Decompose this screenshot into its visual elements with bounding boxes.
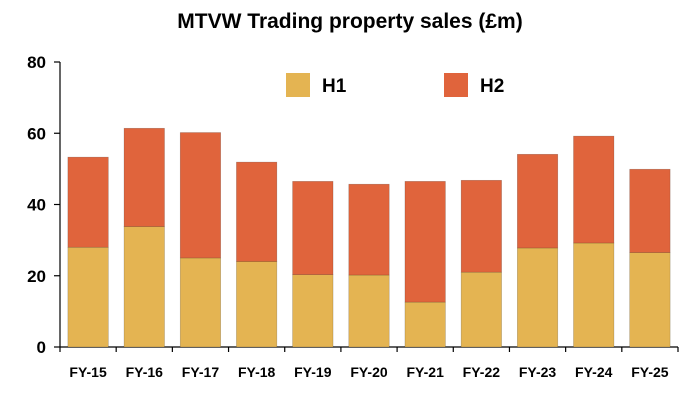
bar-h1	[460, 271, 502, 348]
bar-h2	[517, 153, 559, 249]
bar-h1	[123, 226, 165, 348]
bar-h1	[236, 261, 278, 348]
legend-swatch-h1	[286, 73, 310, 97]
y-tick-label: 0	[37, 338, 46, 357]
x-tick-label: FY-25	[631, 364, 669, 380]
bar-h1	[67, 246, 109, 348]
bars	[67, 127, 671, 348]
bar-h2	[348, 183, 390, 276]
x-tick-label: FY-23	[519, 364, 557, 380]
bar-h2	[573, 135, 615, 244]
y-tick-label: 80	[27, 53, 46, 72]
x-tick-label: FY-21	[407, 364, 445, 380]
legend-label-h1: H1	[322, 76, 347, 97]
y-tick-label: 20	[27, 267, 46, 286]
x-axis: FY-15 FY-16 FY-17 FY-18 FY-19 FY-20 FY-21 FY-22…	[59, 346, 679, 380]
chart-title: MTVW Trading property sales (£m)	[177, 10, 523, 33]
x-tick-label: FY-17	[182, 364, 220, 380]
bar-h1	[348, 274, 390, 348]
x-tick-label: FY-24	[575, 364, 613, 380]
y-tick-label: 40	[27, 196, 46, 215]
x-tick-label: FY-16	[126, 364, 164, 380]
bar-h2	[179, 132, 221, 259]
bar-h2	[460, 179, 502, 273]
y-axis: 0 20 40 60 80	[27, 53, 61, 357]
bar-h2	[123, 127, 165, 227]
x-tick-label: FY-22	[463, 364, 501, 380]
bar-h2	[67, 156, 109, 248]
bar-h1	[573, 242, 615, 348]
bar-h1	[404, 301, 446, 348]
bar-h2	[404, 181, 446, 303]
legend-label-h2: H2	[480, 76, 504, 97]
bar-h1	[629, 252, 671, 348]
bar-h1	[179, 257, 221, 348]
x-tick-label: FY-20	[350, 364, 388, 380]
bar-h1	[292, 274, 334, 348]
y-tick-label: 60	[27, 124, 46, 143]
legend: H1 H2	[286, 73, 504, 97]
legend-swatch-h2	[444, 73, 468, 97]
bar-h2	[629, 168, 671, 253]
x-tick-label: FY-18	[238, 364, 276, 380]
bar-h1	[517, 247, 559, 348]
bar-h2	[236, 161, 278, 262]
x-tick-label: FY-15	[69, 364, 107, 380]
bar-h2	[292, 181, 334, 275]
x-tick-label: FY-19	[294, 364, 332, 380]
